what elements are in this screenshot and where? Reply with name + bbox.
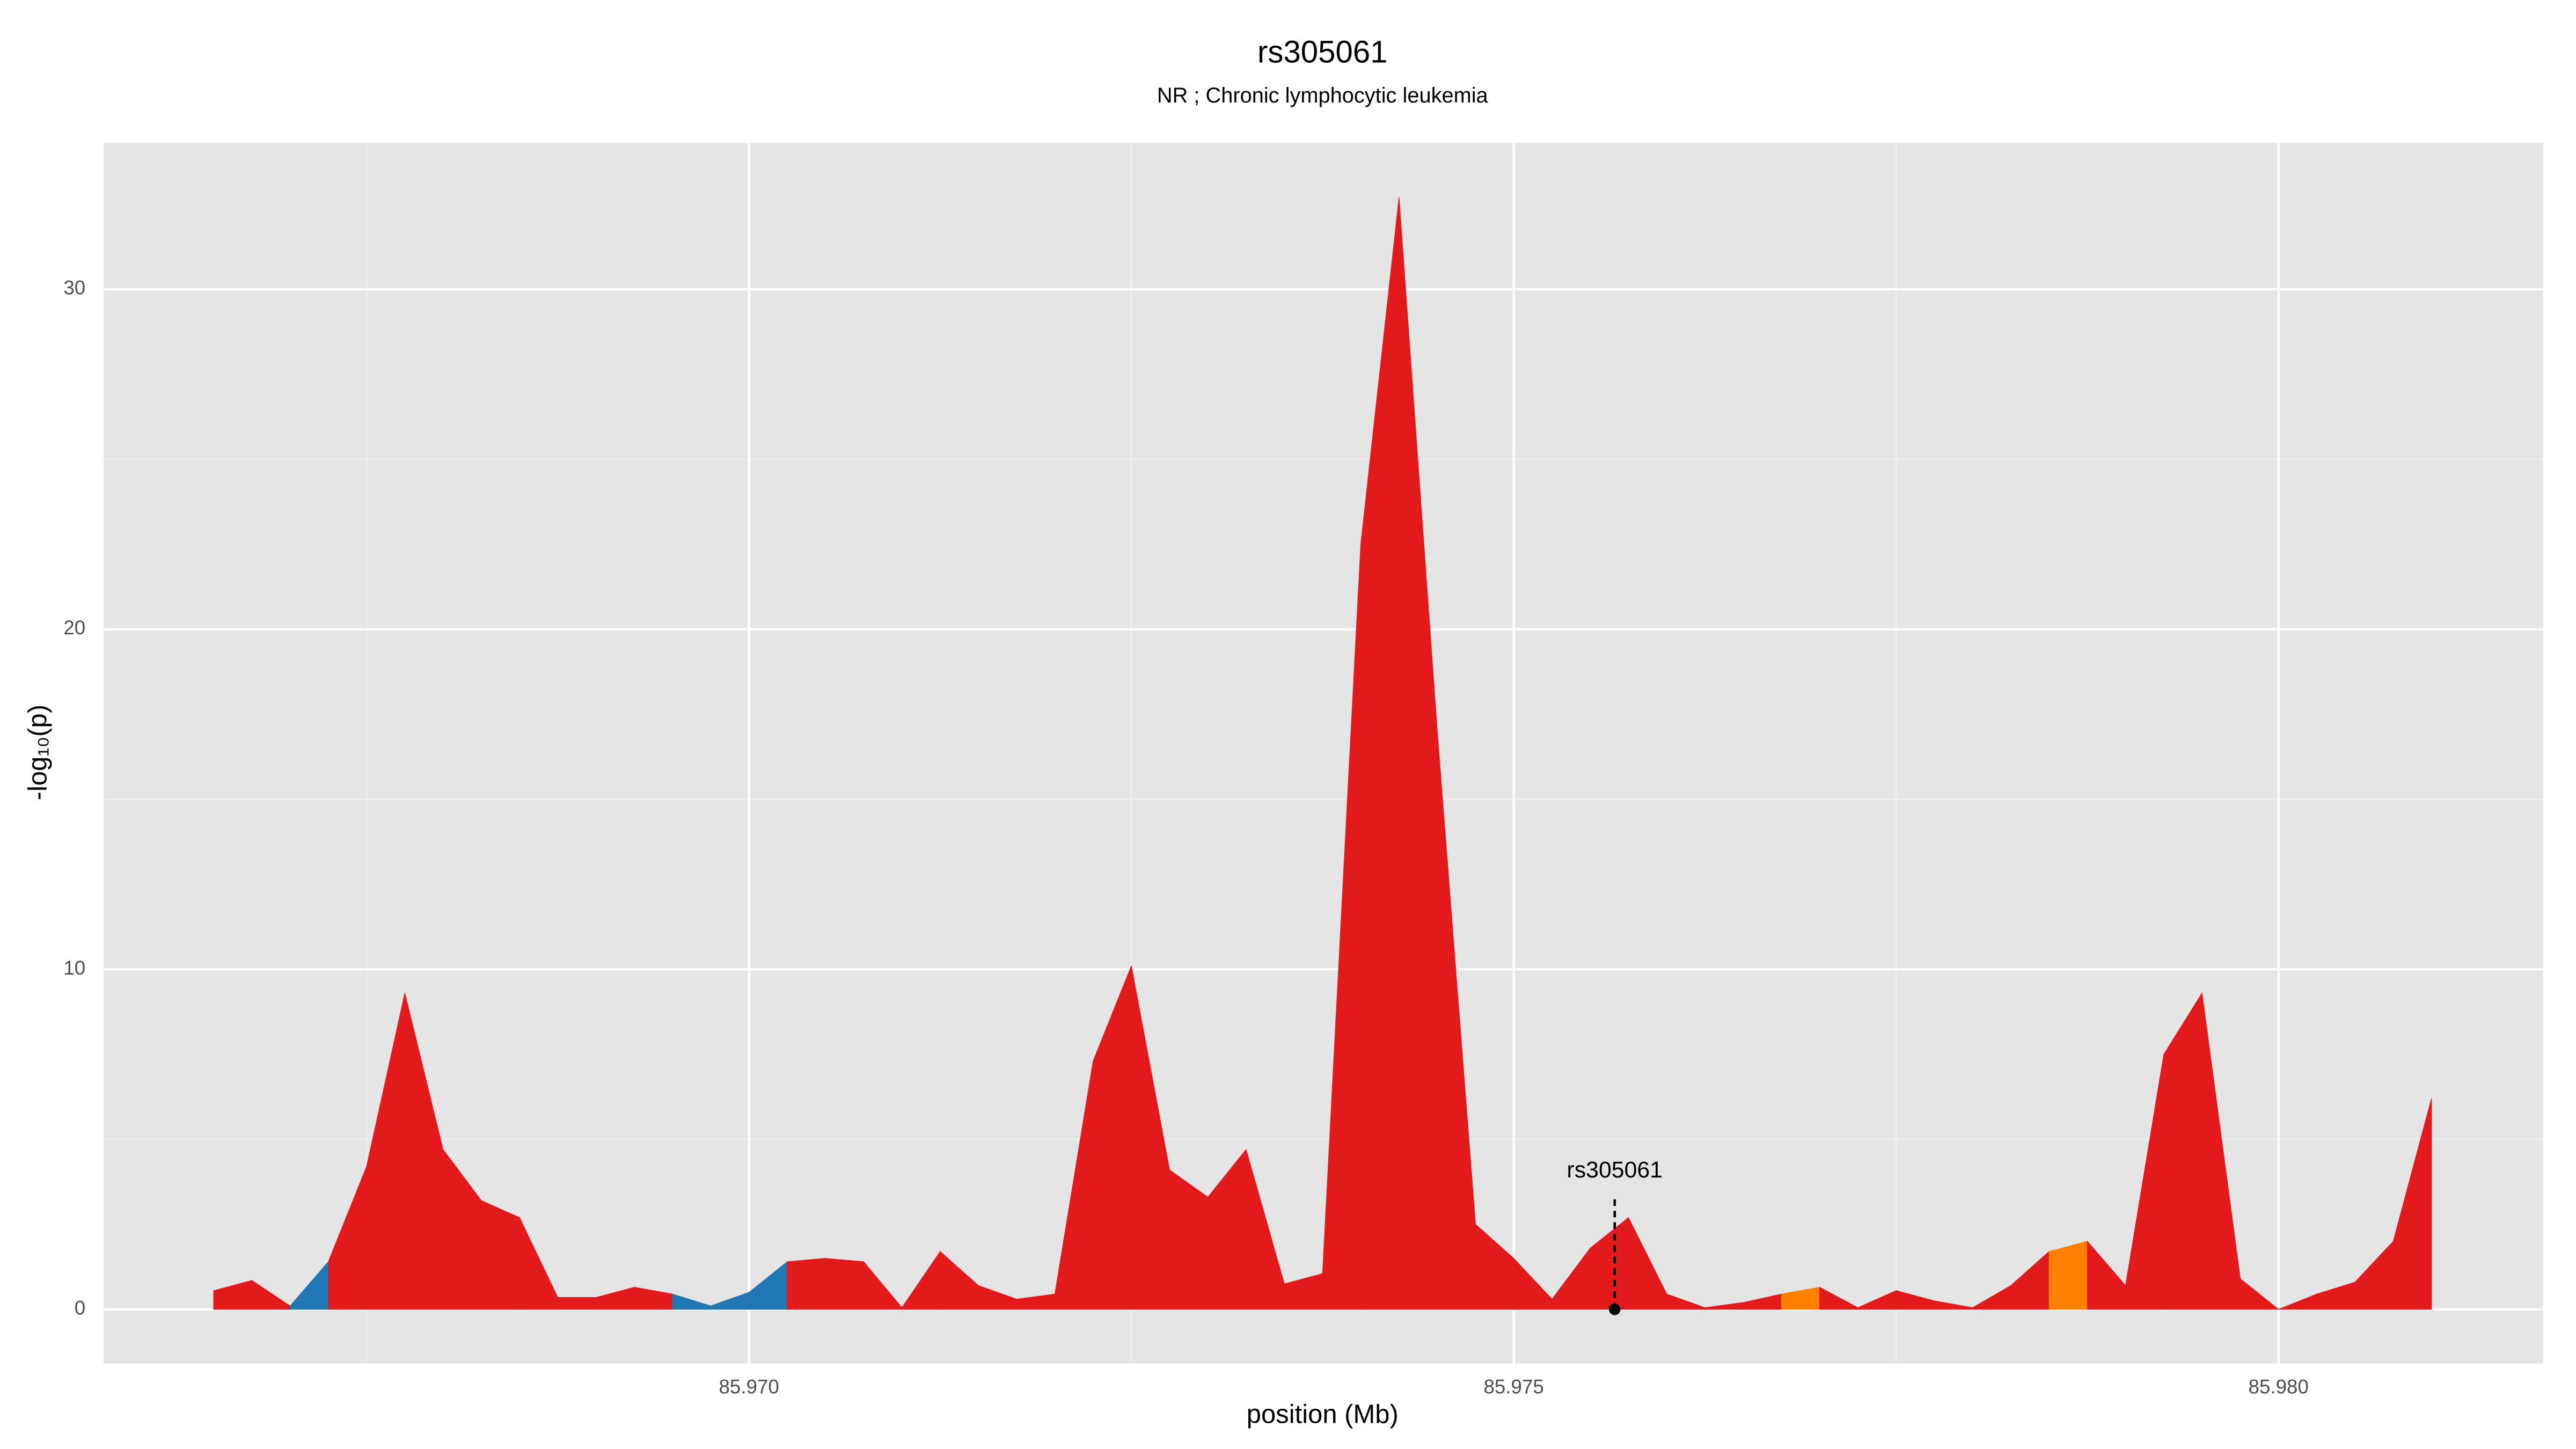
area-segment xyxy=(2048,1241,2088,1310)
y-tick-label: 30 xyxy=(63,277,85,299)
chart-subtitle: NR ; Chronic lymphocytic leukemia xyxy=(1157,84,1489,107)
y-tick-label: 0 xyxy=(75,1297,85,1319)
annotation-label: rs305061 xyxy=(1567,1157,1663,1183)
area-segment xyxy=(557,1297,597,1310)
plot-background xyxy=(103,143,2543,1364)
area-segment xyxy=(2240,1278,2280,1310)
y-tick-label: 10 xyxy=(63,957,85,979)
area-segment xyxy=(481,1200,520,1310)
area-segment xyxy=(825,1258,864,1310)
chart-title: rs305061 xyxy=(1257,34,1388,69)
x-tick-label: 85.970 xyxy=(719,1375,779,1397)
area-segment xyxy=(787,1258,826,1310)
x-tick-label: 85.980 xyxy=(2249,1375,2309,1397)
x-axis-title: position (Mb) xyxy=(1247,1400,1399,1429)
annotation-point xyxy=(1609,1304,1621,1315)
x-tick-label: 85.975 xyxy=(1483,1375,1543,1397)
area-segment xyxy=(2392,1098,2432,1310)
y-axis-title: -log₁₀(p) xyxy=(23,705,52,800)
y-tick-label: 20 xyxy=(63,617,85,639)
